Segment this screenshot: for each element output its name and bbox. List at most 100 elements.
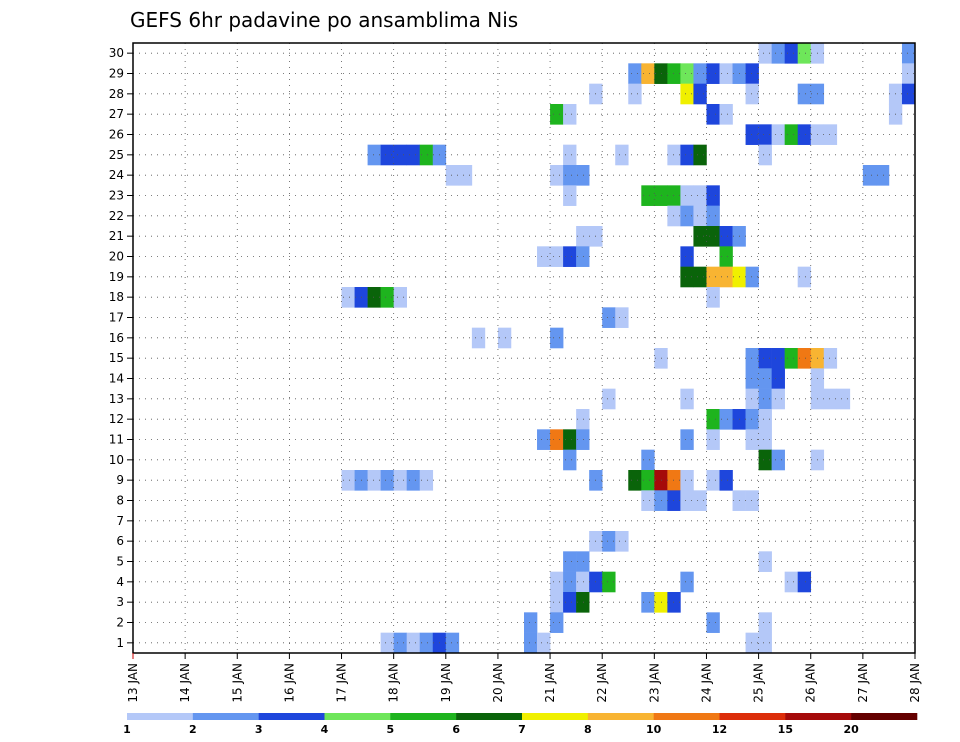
legend-label: 15 bbox=[778, 723, 793, 736]
heatmap-cell bbox=[393, 632, 407, 654]
x-tick-label: 26 JAN bbox=[804, 663, 818, 703]
heatmap-cell bbox=[667, 592, 681, 613]
heatmap-cell bbox=[680, 83, 694, 105]
x-tick-label: 23 JAN bbox=[647, 663, 661, 703]
heatmap-cell bbox=[706, 429, 720, 450]
legend-swatch bbox=[785, 713, 852, 720]
heatmap-cell bbox=[719, 63, 733, 84]
heatmap-cell bbox=[693, 205, 707, 227]
x-tick-label: 16 JAN bbox=[282, 663, 296, 703]
legend-label: 3 bbox=[255, 723, 263, 736]
heatmap-cell bbox=[680, 388, 694, 410]
x-tick-label: 18 JAN bbox=[387, 663, 401, 703]
heatmap-cell bbox=[758, 144, 772, 166]
legend-label: 12 bbox=[712, 723, 727, 736]
heatmap-cell bbox=[706, 185, 720, 206]
y-tick-label: 6 bbox=[116, 534, 124, 548]
heatmap-cell bbox=[680, 470, 694, 491]
heatmap-cell bbox=[654, 63, 668, 84]
heatmap-cell bbox=[667, 470, 681, 491]
heatmap-cell bbox=[445, 632, 460, 654]
heatmap-cell bbox=[745, 388, 759, 410]
heatmap-cell bbox=[862, 165, 877, 186]
heatmap-cell bbox=[758, 551, 772, 572]
heatmap-cell bbox=[563, 144, 577, 166]
heatmap-cell bbox=[550, 165, 564, 186]
legend-swatch bbox=[456, 713, 523, 720]
heatmap-cell bbox=[667, 185, 681, 206]
heatmap-cell bbox=[706, 226, 720, 247]
heatmap-cell bbox=[641, 470, 655, 491]
heatmap-cell bbox=[576, 592, 590, 613]
heatmap-cell bbox=[406, 632, 421, 654]
heatmap-cell bbox=[641, 592, 655, 613]
heatmap-cell bbox=[745, 124, 759, 145]
heatmap-cell bbox=[797, 124, 812, 145]
heatmap-cell bbox=[836, 388, 851, 410]
y-tick-label: 10 bbox=[109, 453, 124, 467]
y-tick-label: 26 bbox=[109, 128, 124, 142]
heatmap-cell bbox=[563, 429, 577, 450]
heatmap-cell bbox=[641, 490, 655, 511]
plot-frame bbox=[132, 42, 916, 654]
heatmap-cell bbox=[654, 348, 668, 369]
heatmap-cell bbox=[393, 470, 407, 491]
heatmap-cell bbox=[758, 368, 772, 389]
heatmap-cell bbox=[758, 429, 772, 450]
x-tick-label: 21 JAN bbox=[543, 663, 557, 703]
heatmap-cell bbox=[576, 571, 590, 593]
y-tick-label: 11 bbox=[109, 433, 124, 447]
heatmap-cell bbox=[758, 449, 772, 471]
y-tick-label: 20 bbox=[109, 250, 124, 264]
legend-label: 6 bbox=[452, 723, 460, 736]
color-legend: 1 2 3 4 5 6 7 8 10 12 15 20 bbox=[123, 713, 918, 736]
heatmap-cell bbox=[393, 144, 407, 166]
heatmap-cell bbox=[745, 409, 759, 430]
heatmap-cell bbox=[550, 571, 564, 593]
heatmap-cell bbox=[497, 327, 512, 349]
y-tick-label: 12 bbox=[109, 412, 124, 426]
legend-label: 5 bbox=[387, 723, 395, 736]
heatmap-cell bbox=[667, 490, 681, 511]
heatmap-cell bbox=[550, 592, 564, 613]
legend-swatch bbox=[258, 713, 325, 720]
heatmap-cell bbox=[706, 63, 720, 84]
heatmap-cell bbox=[550, 246, 564, 267]
y-tick-label: 30 bbox=[109, 46, 124, 60]
heatmap-cell bbox=[563, 571, 577, 593]
heatmap-cell bbox=[680, 185, 694, 206]
heatmap-cell bbox=[576, 551, 590, 572]
heatmap-cell bbox=[406, 144, 421, 166]
x-tick-label: 17 JAN bbox=[335, 663, 349, 703]
y-tick-label: 3 bbox=[116, 595, 124, 609]
heatmap-cell bbox=[615, 531, 629, 552]
heatmap-cell bbox=[641, 449, 655, 471]
heatmap-cell bbox=[524, 612, 538, 633]
heatmap-cell bbox=[550, 429, 564, 450]
y-tick-label: 7 bbox=[116, 514, 124, 528]
heatmap-cell bbox=[628, 83, 642, 105]
heatmap-cell bbox=[471, 327, 486, 349]
y-tick-label: 19 bbox=[109, 270, 124, 284]
heatmap-cell bbox=[654, 592, 668, 613]
heatmap-cell bbox=[745, 83, 759, 105]
heatmap-cell bbox=[563, 104, 577, 125]
x-tick-label: 27 JAN bbox=[856, 663, 870, 703]
heatmap-cell bbox=[576, 429, 590, 450]
heatmap-cell bbox=[706, 205, 720, 227]
heatmap-cell bbox=[745, 63, 759, 84]
legend-swatch bbox=[522, 713, 589, 720]
heatmap-cell bbox=[680, 266, 694, 288]
y-tick-label: 1 bbox=[116, 636, 124, 650]
heatmap-cell bbox=[654, 470, 668, 491]
heatmap-cell bbox=[602, 571, 616, 593]
y-tick-label: 5 bbox=[116, 555, 124, 569]
heatmap-cell bbox=[380, 287, 394, 308]
heatmap-cell bbox=[563, 592, 577, 613]
heatmap-cell bbox=[380, 144, 394, 166]
heatmap-cell bbox=[419, 632, 434, 654]
heatmap-cell bbox=[901, 63, 916, 84]
heatmap-cell bbox=[758, 43, 772, 64]
heatmap-cell bbox=[680, 429, 694, 450]
